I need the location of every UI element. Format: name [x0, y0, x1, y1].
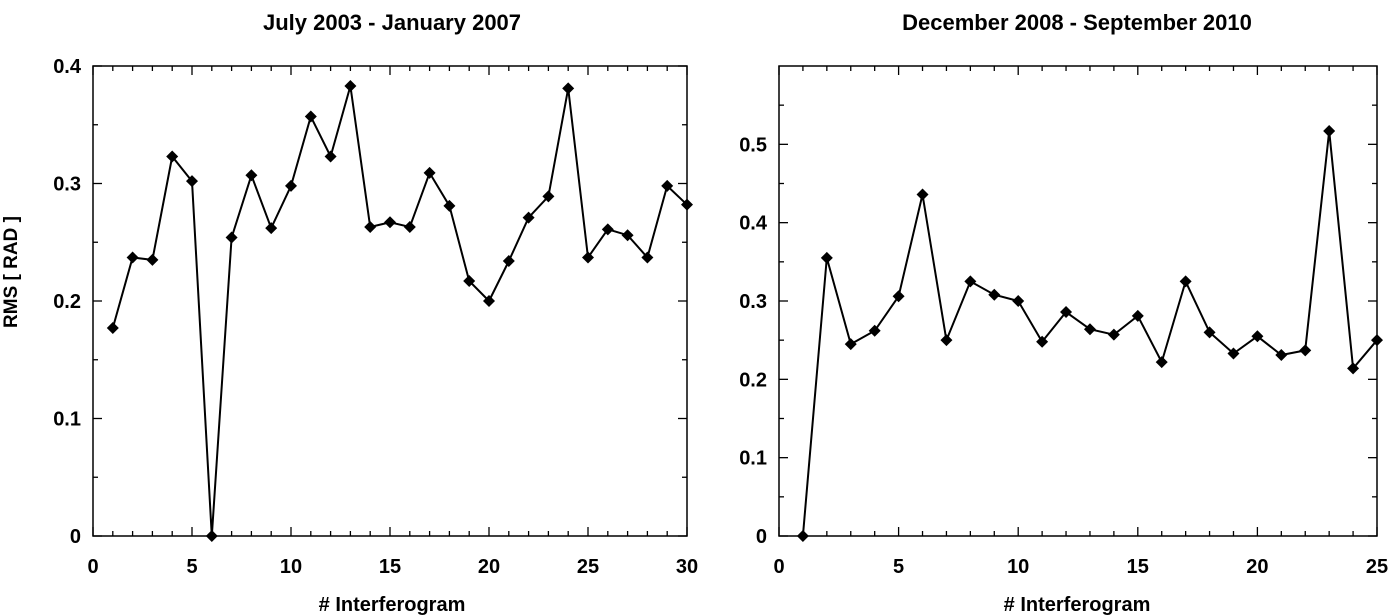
chart-right-data-point — [1131, 309, 1144, 322]
chart-right-data-point — [940, 334, 953, 347]
chart-right-y-tick-label: 0.4 — [739, 213, 768, 235]
chart-right-data-point — [1347, 362, 1360, 375]
chart-left-x-axis-label: # Interferogram — [319, 594, 466, 615]
chart-left-data-point — [146, 253, 159, 266]
chart-right-x-tick-label: 10 — [1007, 556, 1029, 578]
chart-right-data-point — [916, 188, 929, 201]
chart-left-data-point — [483, 295, 495, 307]
chart-left-x-tick-label: 10 — [280, 556, 302, 578]
chart-left-data-point — [186, 175, 198, 188]
chart-left-data-point — [403, 220, 416, 233]
y-axis-label: RMS [ RAD ] — [1, 216, 22, 328]
chart-left-y-tick-label: 0 — [70, 526, 81, 548]
chart-right-x-tick-label: 5 — [893, 556, 904, 578]
chart-right-y-tick-label: 0.1 — [739, 448, 767, 470]
chart-left-data-point — [364, 220, 377, 233]
chart-left-data-point — [106, 322, 119, 335]
chart-left-data-point — [522, 211, 535, 224]
chart-right-data-point — [844, 338, 857, 351]
chart-left-data-point — [285, 179, 297, 192]
chart-right-y-tick-label: 0.5 — [739, 134, 767, 156]
chart-left-data-point — [661, 179, 674, 192]
chart-left-data-point — [601, 223, 614, 236]
chart-left-data-point — [562, 82, 575, 95]
chart-left-series-line — [111, 85, 688, 537]
chart-right-x-axis-label: # Interferogram — [1004, 594, 1151, 615]
chart-right-y-tick-label: 0.3 — [739, 291, 767, 313]
chart-right-x-tick-label: 25 — [1366, 556, 1388, 578]
chart-left-data-point — [324, 150, 337, 163]
chart-right-data-point — [1083, 323, 1096, 336]
chart-left-x-tick-label: 25 — [577, 556, 599, 578]
chart-left-x-tick-label: 20 — [478, 556, 500, 578]
chart-left-data-point — [681, 198, 693, 211]
chart-left-x-tick-label: 30 — [676, 556, 698, 578]
chart-right-data-point — [988, 288, 1001, 301]
chart-left-y-tick-label: 0.1 — [53, 409, 81, 431]
chart-left-y-tick-label: 0.3 — [53, 174, 81, 196]
chart-right-data-point — [1107, 328, 1120, 341]
chart-left-data-point — [265, 222, 278, 235]
chart-right-data-point — [1371, 334, 1383, 347]
chart-left-y-tick-label: 0.4 — [53, 56, 82, 78]
chart-left: July 2003 - January 2007 # Interferogram… — [53, 10, 698, 615]
chart-right-data-point — [1275, 349, 1288, 362]
chart-left-data-point — [344, 79, 357, 92]
chart-left-x-tick-label: 5 — [186, 556, 197, 578]
chart-left-y-tick-label: 0.2 — [53, 291, 81, 313]
chart-right-data-point — [1203, 326, 1216, 339]
chart-right-y-tick-label: 0 — [756, 526, 767, 548]
chart-right-data-point — [1227, 347, 1240, 360]
chart-left-data-point — [126, 251, 139, 264]
chart-right-y-tick-label: 0.2 — [739, 369, 767, 391]
chart-left-data-point — [423, 166, 436, 179]
chart-left-data-point — [304, 110, 317, 123]
chart-right-data-point — [1155, 356, 1168, 369]
chart-left-data-point — [205, 530, 218, 542]
chart-right-data-point — [892, 290, 905, 303]
chart-right: December 2008 - September 2010 # Interfe… — [739, 10, 1388, 615]
chart-right-data-point — [1060, 305, 1073, 318]
chart-left-data-point — [641, 251, 654, 264]
chart-right-data-point — [796, 530, 809, 542]
chart-right-data-point — [1251, 330, 1264, 343]
chart-right-data-point — [1179, 275, 1192, 288]
chart-left-data-point — [463, 275, 476, 288]
chart-left-data-point — [542, 190, 555, 203]
chart-left-data-point — [166, 150, 179, 163]
chart-right-x-tick-label: 15 — [1127, 556, 1149, 578]
chart-left-data-point — [245, 169, 258, 182]
chart-right-data-point — [1299, 344, 1312, 357]
chart-right-x-tick-label: 0 — [773, 556, 784, 578]
chart-right-data-point — [820, 251, 833, 264]
chart-right-data-point — [964, 275, 977, 288]
chart-left-x-tick-label: 15 — [379, 556, 401, 578]
chart-left-plot-frame — [92, 65, 688, 537]
chart-left-title: July 2003 - January 2007 — [263, 10, 521, 35]
chart-left-data-point — [621, 229, 634, 242]
chart-right-data-point — [868, 324, 881, 337]
chart-left-x-tick-label: 0 — [87, 556, 98, 578]
chart-right-x-tick-label: 20 — [1246, 556, 1268, 578]
chart-right-plot-frame — [778, 65, 1378, 537]
chart-right-data-point — [1036, 335, 1049, 348]
chart-left-data-point — [225, 231, 238, 244]
chart-right-data-point — [1323, 125, 1336, 138]
chart-right-data-point — [1012, 295, 1025, 307]
chart-right-title: December 2008 - September 2010 — [902, 10, 1252, 35]
chart-left-data-point — [502, 255, 515, 268]
chart-left-data-point — [443, 199, 456, 212]
chart-left-data-point — [582, 251, 594, 264]
chart-left-data-point — [384, 216, 396, 229]
